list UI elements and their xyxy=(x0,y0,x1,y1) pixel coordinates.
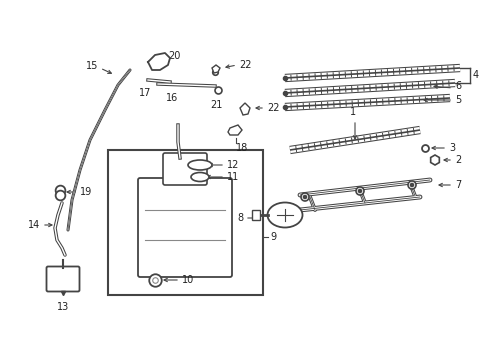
Text: 2: 2 xyxy=(454,155,460,165)
FancyBboxPatch shape xyxy=(163,153,206,185)
Ellipse shape xyxy=(267,202,302,228)
Text: 19: 19 xyxy=(80,187,92,197)
Text: 8: 8 xyxy=(236,213,243,223)
Text: 15: 15 xyxy=(85,61,98,71)
Text: 22: 22 xyxy=(266,103,279,113)
Circle shape xyxy=(303,195,306,199)
Text: 10: 10 xyxy=(182,275,194,285)
Text: 7: 7 xyxy=(454,180,460,190)
Text: 3: 3 xyxy=(448,143,454,153)
Polygon shape xyxy=(240,103,249,115)
Circle shape xyxy=(358,189,361,193)
Text: 22: 22 xyxy=(239,60,251,70)
Text: 13: 13 xyxy=(57,302,69,312)
FancyBboxPatch shape xyxy=(46,266,80,292)
Text: 5: 5 xyxy=(454,95,460,105)
Text: 1: 1 xyxy=(349,107,355,117)
Text: 9: 9 xyxy=(269,232,276,242)
Text: 12: 12 xyxy=(226,160,239,170)
Polygon shape xyxy=(227,125,242,135)
Text: 4: 4 xyxy=(472,70,478,80)
Text: 18: 18 xyxy=(235,143,247,153)
Ellipse shape xyxy=(187,160,212,170)
Text: 6: 6 xyxy=(454,81,460,91)
Text: 21: 21 xyxy=(209,100,222,110)
Text: 20: 20 xyxy=(168,51,180,61)
Text: 14: 14 xyxy=(28,220,40,230)
Bar xyxy=(251,210,260,220)
Circle shape xyxy=(409,183,413,186)
Circle shape xyxy=(301,193,308,201)
Polygon shape xyxy=(212,65,220,73)
FancyBboxPatch shape xyxy=(138,178,231,277)
Circle shape xyxy=(355,187,363,195)
Text: 16: 16 xyxy=(165,93,178,103)
Ellipse shape xyxy=(191,172,208,181)
Circle shape xyxy=(407,181,415,189)
Bar xyxy=(108,150,263,295)
Text: 17: 17 xyxy=(139,88,151,98)
Text: 11: 11 xyxy=(226,172,239,182)
